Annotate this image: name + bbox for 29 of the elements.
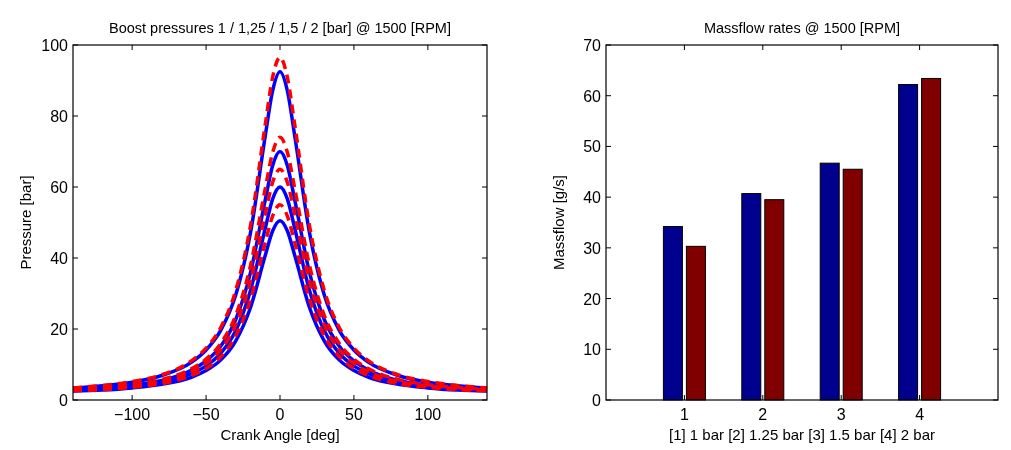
y-tick-label: 80 [50,108,69,125]
y-tick-label: 10 [583,341,602,359]
y-axis-title: Pressure [bar] [17,175,34,270]
x-tick-label: 50 [345,406,363,423]
x-tick-label: 1 [679,406,689,423]
y-tick-label: 100 [41,37,69,54]
x-tick-label: 2 [758,406,768,423]
x-axis-title: [1] 1 bar [2] 1.25 bar [3] 1.5 bar [4] 2 bar [668,426,936,443]
x-tick-label: 3 [836,406,846,423]
y-tick-label: 20 [50,321,69,338]
y-tick-label: 70 [583,37,602,54]
y-axis-title: Massflow [g/s] [550,174,567,271]
x-tick-label: 100 [414,406,442,423]
chart-title: Massflow rates @ 1500 [RPM] [703,20,901,36]
y-tick-label: 40 [50,250,69,267]
y-tick-label: 40 [583,189,602,207]
y-tick-label: 20 [583,290,602,308]
y-tick-label: 30 [583,239,602,257]
y-tick-label: 0 [592,392,602,409]
x-tick-label: 4 [915,406,925,423]
y-tick-label: 60 [583,87,602,105]
y-tick-label: 60 [50,179,69,196]
x-axis-title: Crank Angle [deg] [220,426,340,443]
x-tick-label: 0 [275,406,285,423]
chart-title: Boost pressures 1 / 1,25 / 1,5 / 2 [bar] @ 1500 [RPM] [109,20,451,36]
y-tick-label: 50 [583,138,602,156]
y-tick-label: 0 [59,392,69,409]
x-tick-label: −50 [192,406,220,423]
x-tick-label: −100 [114,406,151,423]
